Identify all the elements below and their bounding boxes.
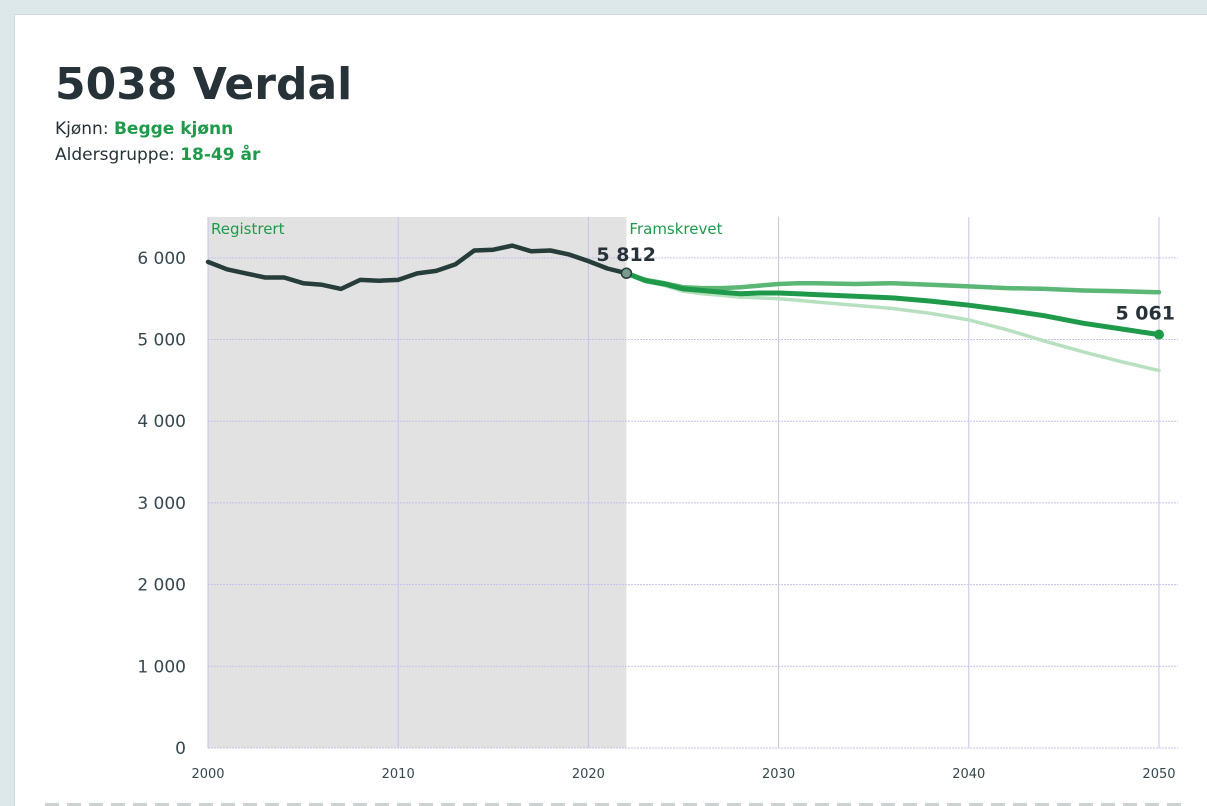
region-label: Registrert xyxy=(211,220,285,238)
population-line-chart: Registrert Framskrevet 0 1 000 2 000 3 000 4 0… xyxy=(137,217,1178,782)
x-tick-label: 2020 xyxy=(572,767,605,782)
y-tick-label: 0 xyxy=(175,739,186,759)
registered-region-shade xyxy=(208,217,627,748)
region-label: Framskrevet xyxy=(629,220,722,238)
data-point-marker xyxy=(620,267,633,279)
series-line-low xyxy=(624,271,1161,373)
gender-filter: Kjønn: Begge kjønn xyxy=(55,119,233,139)
y-tick-label: 1 000 xyxy=(137,657,186,677)
y-tick-label: 3 000 xyxy=(137,494,186,514)
y-tick-label: 6 000 xyxy=(137,249,186,269)
y-tick-label: 2 000 xyxy=(137,576,186,596)
age-group-filter: Aldersgruppe: 18-49 år xyxy=(55,145,260,165)
page-title: 5038 Verdal xyxy=(55,59,353,110)
series-line-registered xyxy=(205,243,629,292)
y-tick-label: 5 000 xyxy=(137,331,186,351)
series-line-main xyxy=(623,270,1162,338)
age-group-value[interactable]: 18-49 år xyxy=(180,145,261,165)
chart-panel: 5038 Verdal Kjønn: Begge kjønn Aldersgru… xyxy=(14,14,1207,806)
x-tick-label: 2030 xyxy=(762,767,795,782)
gender-value[interactable]: Begge kjønn xyxy=(113,119,234,139)
x-tick-label: 2040 xyxy=(952,767,985,782)
gender-label: Kjønn: xyxy=(55,119,109,139)
y-tick-label: 4 000 xyxy=(137,412,186,432)
data-point-marker xyxy=(1153,329,1164,340)
data-label: 5 061 xyxy=(1115,303,1175,325)
x-tick-label: 2050 xyxy=(1142,767,1175,782)
age-group-label: Aldersgruppe: xyxy=(55,145,175,165)
x-tick-label: 2000 xyxy=(191,767,224,782)
x-tick-label: 2010 xyxy=(382,767,415,782)
data-label: 5 812 xyxy=(596,244,656,266)
